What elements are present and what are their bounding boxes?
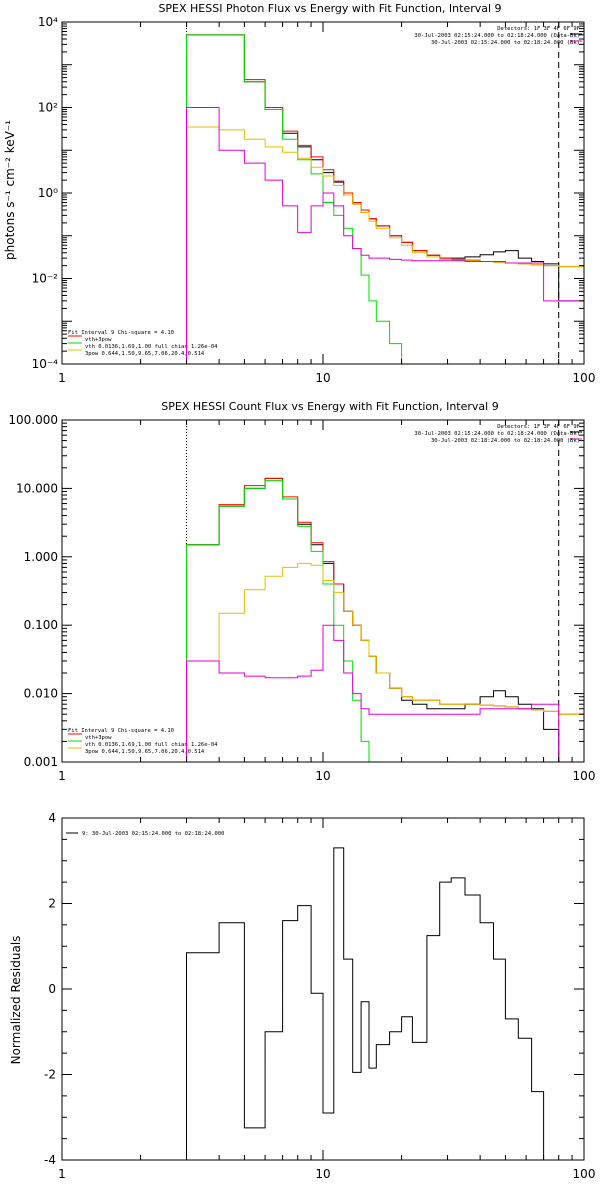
chart-title: SPEX HESSI Count Flux vs Energy with Fit… [161, 400, 498, 413]
y-tick-label: 2 [48, 897, 56, 911]
y-tick-label: 100.000 [8, 413, 58, 427]
data-layer [186, 420, 584, 762]
x-tick-label: 100 [573, 371, 596, 385]
legend-item-3pow: 3pow 0.644,1.50,9.65,7.06,20.4,0.514 [85, 351, 205, 357]
x-tick-label: 1 [58, 1167, 66, 1181]
chart-title: SPEX HESSI Photon Flux vs Energy with Fi… [158, 2, 501, 15]
series-line-3pow [186, 562, 584, 762]
detectors-label: Detectors: 1F 3F 4F 6F 9F [497, 26, 580, 32]
data-interval-label: 30-Jul-2003 02:15:24.000 to 02:18:24.000… [414, 33, 580, 39]
series-line-3pow [186, 126, 584, 364]
series-line-model_total [186, 34, 584, 364]
series-line-vth [186, 480, 370, 762]
series-line-vth [186, 34, 413, 364]
y-axis-label: photons s⁻¹ cm⁻² keV⁻¹ [3, 120, 17, 260]
y-axis-label: Normalized Residuals [9, 936, 23, 1065]
legend-header: Fit Interval 9 Chi-square = 4.10 [68, 728, 174, 734]
x-tick-label: 1 [58, 371, 66, 385]
detectors-label: Detectors: 1F 3F 4F 6F 9F [497, 424, 580, 430]
series-line-bkg [186, 107, 584, 364]
legend-item-total: vth+3pow [85, 735, 112, 741]
series-line-model_total [186, 477, 584, 762]
background-interval-label: 30-Jul-2003 02:18:24.000 to 02:18:24.000… [431, 438, 580, 444]
legend-item-vth: vth 0.0136,1.69,1.00 full chian 1.26e-04 [85, 742, 218, 748]
legend-header: Fit Interval 9 Chi-square = 4.10 [68, 330, 174, 336]
y-tick-label: 0.100 [24, 618, 58, 632]
data-layer [186, 22, 584, 364]
photon-flux-chart: SPEX HESSI Photon Flux vs Energy with Fi… [3, 2, 595, 385]
legend-item-residuals: 9: 30-Jul-2003 02:15:24.000 to 02:18:24.… [82, 831, 224, 837]
x-tick-label: 1 [58, 769, 66, 783]
y-tick-label: 10⁰ [38, 186, 58, 200]
x-tick-label: 10 [315, 371, 330, 385]
y-tick-label: 0.001 [24, 755, 58, 769]
x-tick-label: 10 [315, 769, 330, 783]
series-line-data [186, 847, 545, 1160]
y-tick-label: 10² [38, 101, 58, 115]
series-line-data [186, 477, 584, 762]
y-tick-label: 4 [48, 811, 56, 825]
y-tick-label: 10⁻² [32, 272, 59, 286]
y-tick-label: -2 [44, 1068, 56, 1082]
y-tick-label: 10⁴ [38, 15, 58, 29]
data-interval-label: 30-Jul-2003 02:15:24.000 to 02:18:24.000… [414, 431, 580, 437]
x-tick-label: 100 [573, 769, 596, 783]
x-tick-label: 100 [573, 1167, 596, 1181]
legend-item-3pow: 3pow 0.644,1.50,9.65,7.06,20.4,0.514 [85, 749, 205, 755]
data-layer [186, 847, 545, 1160]
x-tick-label: 10 [315, 1167, 330, 1181]
count-flux-chart: SPEX HESSI Count Flux vs Energy with Fit… [8, 400, 595, 783]
y-tick-label: 0.010 [24, 687, 58, 701]
y-tick-label: 10⁻⁴ [32, 357, 59, 371]
residuals-chart: 9: 30-Jul-2003 02:15:24.000 to 02:18:24.… [9, 811, 596, 1181]
series-line-bkg [186, 624, 584, 762]
plot-frame [61, 419, 585, 763]
y-tick-label: 1.000 [24, 550, 58, 564]
legend-item-total: vth+3pow [85, 337, 112, 343]
legend-item-vth: vth 0.0136,1.69,1.00 full chian 1.26e-04 [85, 344, 218, 350]
background-interval-label: 30-Jul-2003 02:15:24.000 to 02:18:24.000… [431, 40, 580, 46]
series-line-data [186, 34, 584, 364]
y-tick-label: 10.000 [16, 481, 58, 495]
y-tick-label: 0 [48, 982, 56, 996]
y-tick-label: -4 [44, 1153, 56, 1167]
